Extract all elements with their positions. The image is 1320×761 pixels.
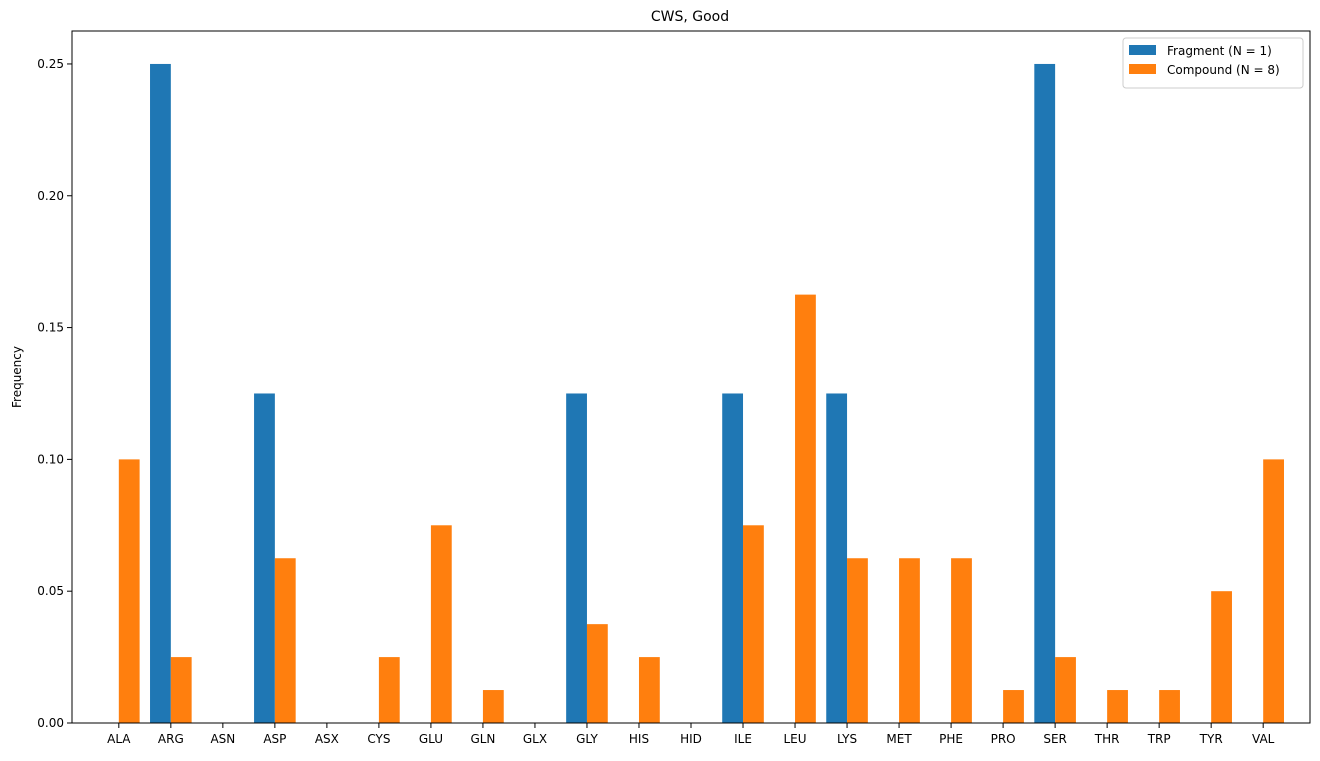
bar-compound-tyr bbox=[1211, 591, 1232, 723]
x-tick-label: GLN bbox=[470, 732, 495, 746]
bar-compound-phe bbox=[951, 558, 972, 723]
x-tick-label: ILE bbox=[734, 732, 752, 746]
y-tick-label: 0.10 bbox=[37, 452, 64, 466]
x-tick-label: SER bbox=[1043, 732, 1067, 746]
bar-compound-met bbox=[899, 558, 920, 723]
legend-box bbox=[1122, 37, 1304, 89]
legend-swatch-1 bbox=[1129, 64, 1156, 74]
bar-compound-thr bbox=[1107, 690, 1128, 723]
bar-compound-ala bbox=[118, 459, 140, 723]
bar-fragment-ile bbox=[722, 393, 744, 723]
plot-frame bbox=[71, 30, 1311, 724]
x-tick-label: TRP bbox=[1147, 732, 1171, 746]
y-tick-label: 0.25 bbox=[37, 57, 64, 71]
x-tick-label: LYS bbox=[837, 732, 857, 746]
bar-compound-gln bbox=[482, 690, 504, 723]
legend-swatch-0 bbox=[1129, 45, 1156, 55]
bar-fragment-lys bbox=[826, 393, 848, 723]
y-tick-label: 0.15 bbox=[37, 321, 64, 335]
bar-fragment-ser bbox=[1034, 63, 1056, 723]
x-tick-label: ARG bbox=[158, 732, 184, 746]
bar-compound-trp bbox=[1159, 690, 1180, 723]
x-tick-label: PRO bbox=[991, 732, 1016, 746]
y-tick-label: 0.20 bbox=[37, 189, 64, 203]
bar-compound-asp bbox=[274, 558, 296, 723]
bar-compound-ile bbox=[743, 525, 764, 723]
bar-fragment-arg bbox=[150, 63, 171, 723]
bar-compound-pro bbox=[1003, 690, 1024, 723]
x-tick-label: ASP bbox=[263, 732, 286, 746]
x-tick-label: VAL bbox=[1252, 732, 1275, 746]
bar-compound-glu bbox=[430, 525, 452, 723]
chart-title: CWS, Good bbox=[651, 9, 729, 25]
y-axis: 0.00 0.05 0.10 0.15 0.20 0.25 bbox=[37, 57, 72, 730]
bar-compound-his bbox=[638, 657, 660, 723]
bar-compound-ser bbox=[1055, 657, 1076, 723]
bar-compound-gly bbox=[586, 624, 608, 723]
bars-layer bbox=[118, 63, 1284, 723]
bar-fragment-gly bbox=[566, 393, 587, 723]
x-tick-label: ALA bbox=[107, 732, 131, 746]
x-tick-label: LEU bbox=[784, 732, 807, 746]
x-tick-label: GLY bbox=[576, 732, 598, 746]
bar-compound-lys bbox=[847, 558, 868, 723]
bar-compound-arg bbox=[170, 657, 192, 723]
x-axis: ALA ARG ASN ASP ASX CYS GLU GLN GLX GLY HIS HID ILE L… bbox=[107, 723, 1275, 746]
bar-fragment-asp bbox=[254, 393, 275, 723]
x-tick-label: CYS bbox=[367, 732, 390, 746]
bar-compound-leu bbox=[795, 294, 816, 723]
x-tick-label: HID bbox=[680, 732, 702, 746]
legend: Fragment (N = 1) Compound (N = 8) bbox=[1122, 37, 1304, 89]
bar-compound-cys bbox=[378, 657, 400, 723]
y-tick-label: 0.05 bbox=[37, 584, 64, 598]
legend-label-1: Compound (N = 8) bbox=[1167, 63, 1280, 77]
x-tick-label: GLU bbox=[419, 732, 443, 746]
x-tick-label: ASX bbox=[315, 732, 339, 746]
x-tick-label: PHE bbox=[939, 732, 963, 746]
legend-label-0: Fragment (N = 1) bbox=[1167, 44, 1272, 58]
x-tick-label: ASN bbox=[210, 732, 235, 746]
x-tick-label: MET bbox=[886, 732, 912, 746]
x-tick-label: THR bbox=[1094, 732, 1120, 746]
x-tick-label: HIS bbox=[629, 732, 649, 746]
y-axis-label: Frequency bbox=[10, 346, 24, 408]
x-tick-label: TYR bbox=[1199, 732, 1223, 746]
bar-compound-val bbox=[1263, 459, 1284, 723]
x-tick-label: GLX bbox=[523, 732, 547, 746]
y-tick-label: 0.00 bbox=[37, 716, 64, 730]
